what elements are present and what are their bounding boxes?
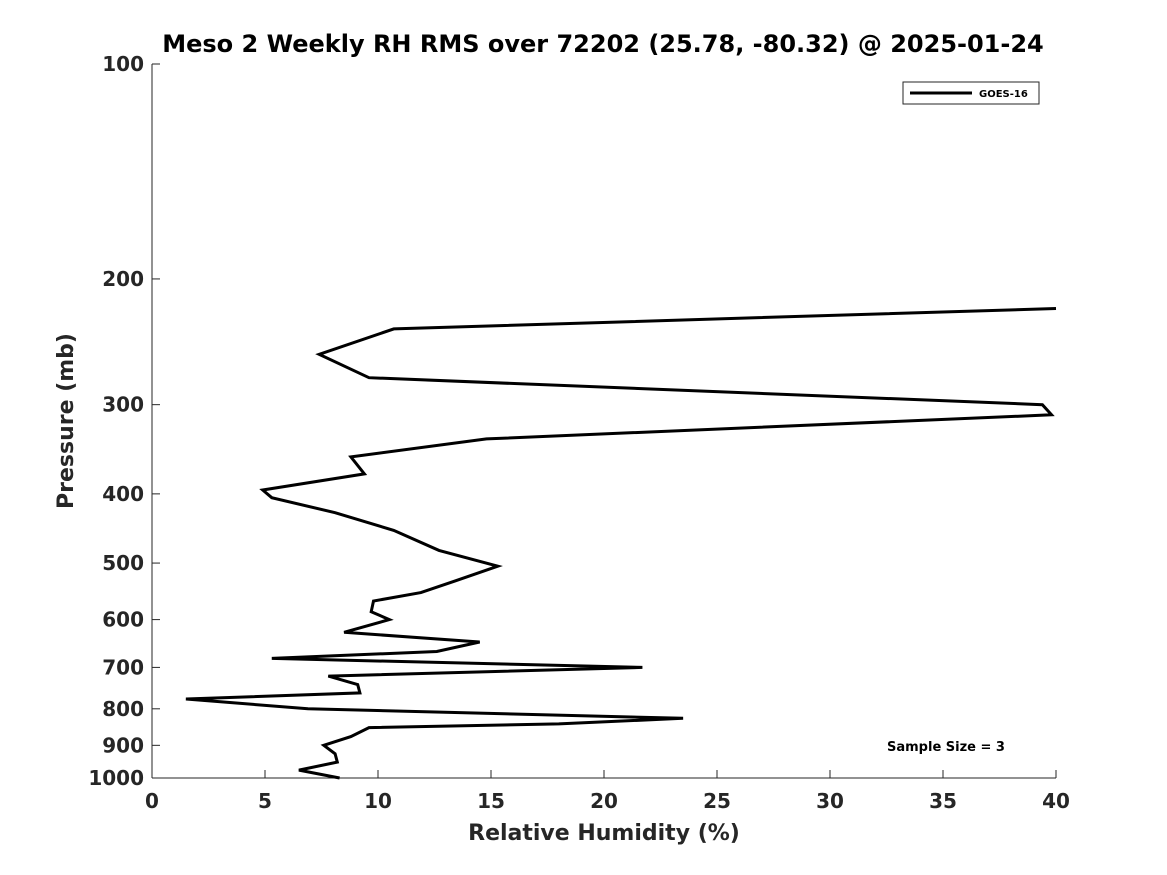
y-tick-label: 900: [102, 733, 144, 757]
x-tick-label: 25: [703, 789, 731, 813]
y-tick-label: 300: [102, 393, 144, 417]
y-tick-label: 400: [102, 482, 144, 506]
legend: GOES-16: [902, 81, 1040, 105]
y-tick-label: 600: [102, 608, 144, 632]
x-tick-label: 15: [477, 789, 505, 813]
x-tick-label: 0: [145, 789, 159, 813]
x-tick-label: 35: [929, 789, 957, 813]
y-axis-label: Pressure (mb): [54, 333, 79, 509]
x-tick-label: 30: [816, 789, 844, 813]
y-tick-label: 500: [102, 551, 144, 575]
y-tick-label: 800: [102, 697, 144, 721]
x-tick-label: 10: [364, 789, 392, 813]
y-tick-label: 200: [102, 267, 144, 291]
x-tick-label: 40: [1042, 789, 1070, 813]
series-layer: [185, 307, 1057, 780]
y-ticks: 100 200 300 400 500 600 700 800 900 1000: [88, 52, 160, 790]
series-line-goes-16: [185, 307, 1057, 780]
y-tick-label: 100: [102, 52, 144, 76]
sample-size-annotation: Sample Size = 3: [887, 740, 1005, 755]
y-tick-label: 700: [102, 655, 144, 679]
chart-title: Meso 2 Weekly RH RMS over 72202 (25.78, …: [162, 30, 1044, 58]
x-tick-label: 20: [590, 789, 618, 813]
x-ticks: 0 5 10 15 20 25 30 35 40: [145, 770, 1070, 813]
y-tick-label: 1000: [88, 766, 144, 790]
legend-label-goes-16: GOES-16: [979, 89, 1028, 100]
x-tick-label: 5: [258, 789, 272, 813]
x-axis-label: Relative Humidity (%): [468, 821, 740, 846]
